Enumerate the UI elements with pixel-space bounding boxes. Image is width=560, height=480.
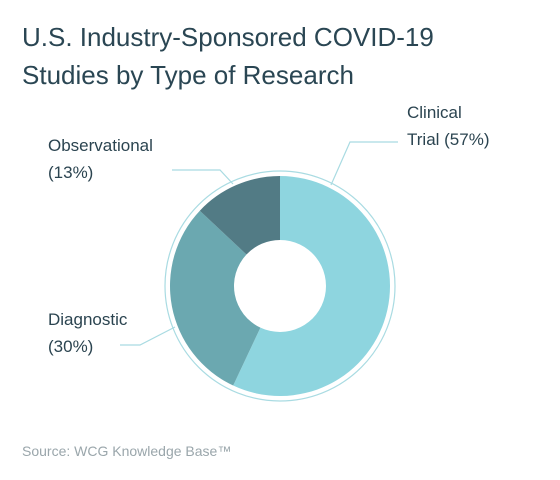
label-observational: Observational (13%)	[48, 132, 153, 186]
label-observational-line-1: Observational	[48, 136, 153, 155]
label-observational-line-2: (13%)	[48, 163, 94, 182]
label-clinical-trial: Clinical Trial (57%)	[407, 99, 490, 153]
label-diagnostic-line-1: Diagnostic	[48, 310, 128, 329]
chart-title: U.S. Industry-Sponsored COVID-19 Studies…	[22, 18, 542, 94]
donut-outer-ring	[164, 170, 396, 402]
chart-title-line-2: Studies by Type of Research	[22, 60, 354, 90]
leader-observational	[172, 169, 234, 185]
label-diagnostic: Diagnostic (30%)	[48, 306, 127, 360]
slice-observational	[199, 176, 280, 255]
label-clinical-trial-line-1: Clinical	[407, 103, 462, 122]
source-note: Source: WCG Knowledge Base™	[22, 443, 232, 459]
slice-diagnostic	[169, 210, 261, 386]
slice-clinical-trial	[233, 176, 390, 396]
leader-diagnostic	[120, 326, 176, 346]
label-clinical-trial-line-2: Trial (57%)	[407, 130, 490, 149]
label-diagnostic-line-2: (30%)	[48, 337, 94, 356]
chart-title-line-1: U.S. Industry-Sponsored COVID-19	[22, 22, 434, 52]
leader-clinical-trial	[330, 141, 398, 186]
